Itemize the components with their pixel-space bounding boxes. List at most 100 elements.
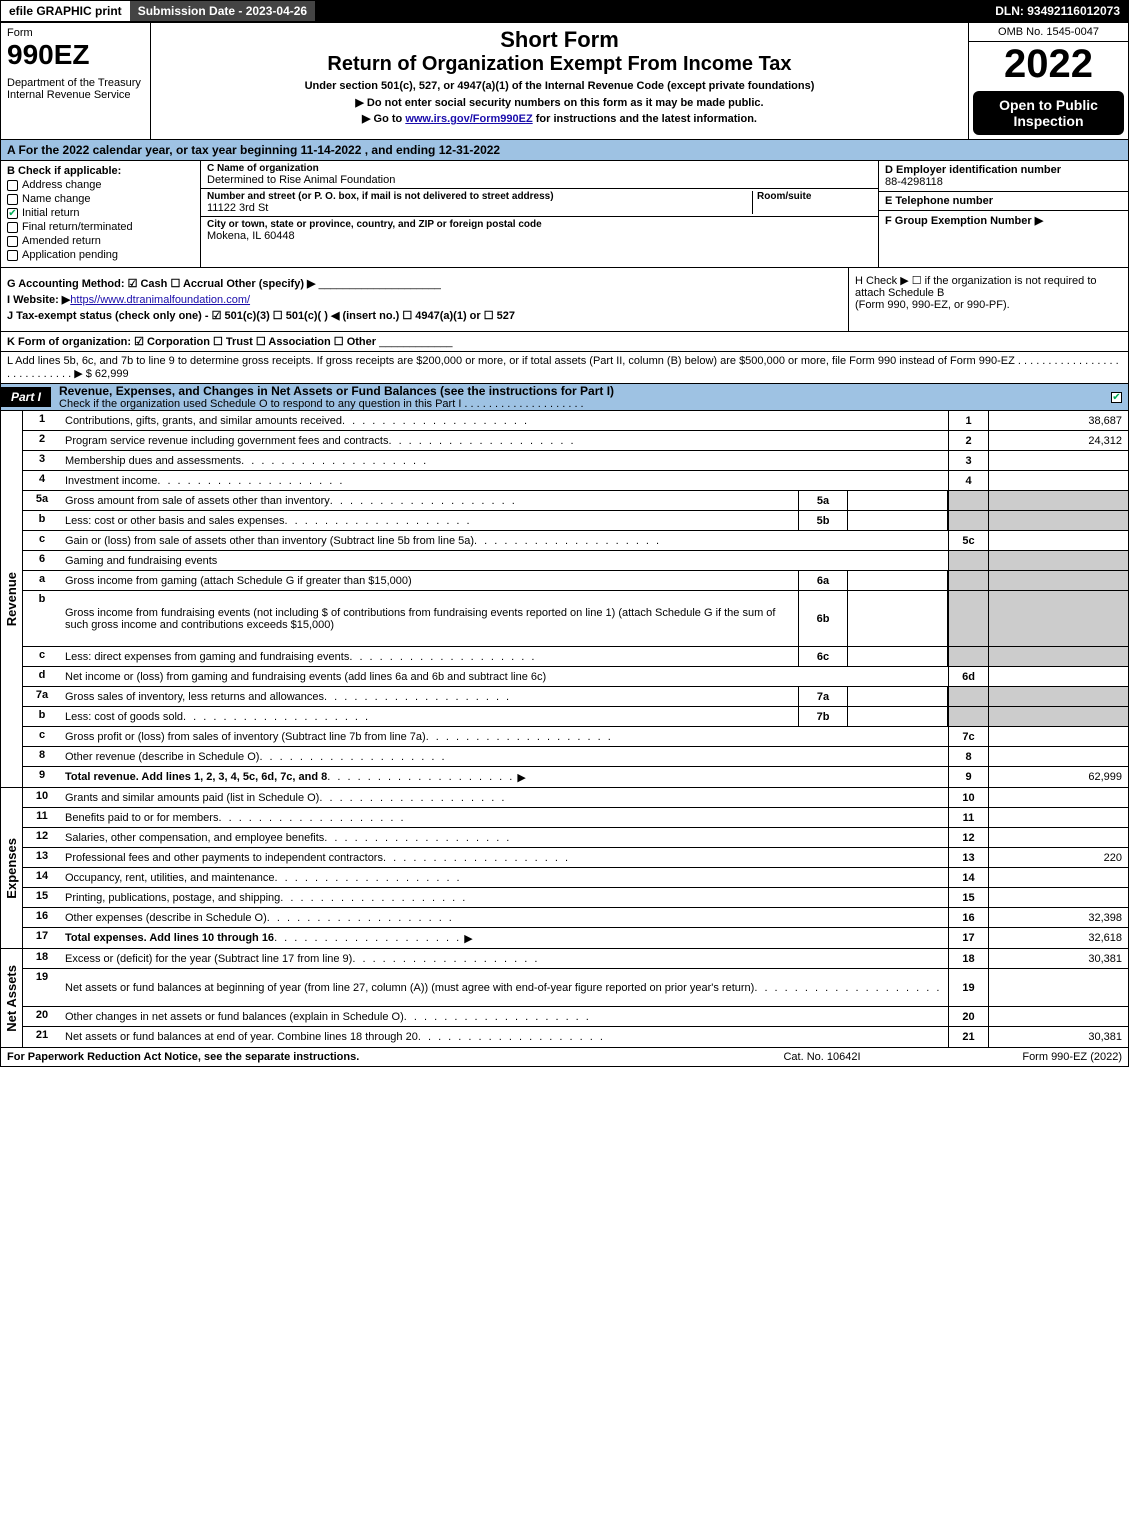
irs-link[interactable]: www.irs.gov/Form990EZ: [405, 113, 532, 125]
line-desc: Printing, publications, postage, and shi…: [61, 888, 948, 907]
part-1-header: Part I Revenue, Expenses, and Changes in…: [0, 384, 1129, 411]
line-19: 19 Net assets or fund balances at beginn…: [23, 969, 1128, 1007]
line-2: 2 Program service revenue including gove…: [23, 431, 1128, 451]
line-rval: 24,312: [988, 431, 1128, 450]
line-desc: Gross amount from sale of assets other t…: [61, 491, 798, 510]
part-1-label: Part I: [1, 387, 51, 407]
line-num: c: [23, 531, 61, 550]
line-num: 16: [23, 908, 61, 927]
revenue-vert-label: Revenue: [1, 411, 23, 787]
line-num: 5a: [23, 491, 61, 510]
department-label: Department of the Treasury Internal Reve…: [7, 77, 144, 101]
line-rval: [988, 969, 1128, 1006]
line-desc: Professional fees and other payments to …: [61, 848, 948, 867]
ghij-left: G Accounting Method: ☑ Cash ☐ Accrual Ot…: [1, 268, 848, 331]
line-desc: Membership dues and assessments: [61, 451, 948, 470]
line-desc: Occupancy, rent, utilities, and maintena…: [61, 868, 948, 887]
footer-left: For Paperwork Reduction Act Notice, see …: [7, 1051, 722, 1063]
website-link[interactable]: https//www.dtranimalfoundation.com/: [70, 294, 250, 306]
line-5a: 5a Gross amount from sale of assets othe…: [23, 491, 1128, 511]
address-cell: Number and street (or P. O. box, if mail…: [201, 189, 878, 217]
line-rval: [988, 868, 1128, 887]
line-desc: Gross income from fundraising events (no…: [61, 591, 798, 646]
line-rnum: 17: [948, 928, 988, 948]
header-left: Form 990EZ Department of the Treasury In…: [1, 23, 151, 139]
line-desc: Program service revenue including govern…: [61, 431, 948, 450]
line-num: b: [23, 511, 61, 530]
line-rval: [988, 471, 1128, 490]
cb-final-return[interactable]: Final return/terminated: [7, 221, 194, 233]
line-desc: Gross income from gaming (attach Schedul…: [61, 571, 798, 590]
line-rnum-shaded: [948, 491, 988, 510]
sub-val: [848, 571, 948, 590]
line-num: 14: [23, 868, 61, 887]
line-rval: [988, 727, 1128, 746]
line-rval-shaded: [988, 511, 1128, 530]
cb-address-change[interactable]: Address change: [7, 179, 194, 191]
part-1-sub: Check if the organization used Schedule …: [59, 398, 1111, 410]
org-name-cell: C Name of organization Determined to Ris…: [201, 161, 878, 189]
sub-val: [848, 647, 948, 666]
line-rval-shaded: [988, 491, 1128, 510]
line-num: 18: [23, 949, 61, 968]
cb-initial-return[interactable]: Initial return: [7, 207, 194, 219]
line-desc: Net assets or fund balances at beginning…: [61, 969, 948, 1006]
line-num: 1: [23, 411, 61, 430]
line-6a: a Gross income from gaming (attach Sched…: [23, 571, 1128, 591]
line-num: a: [23, 571, 61, 590]
line-rval: [988, 1007, 1128, 1026]
line-rnum: 12: [948, 828, 988, 847]
line-6b: b Gross income from fundraising events (…: [23, 591, 1128, 647]
line-rval-shaded: [988, 591, 1128, 646]
line-desc: Other changes in net assets or fund bala…: [61, 1007, 948, 1026]
sub-label: 5b: [798, 511, 848, 530]
section-b-heading: B Check if applicable:: [7, 165, 194, 177]
cb-amended-return[interactable]: Amended return: [7, 235, 194, 247]
room-label: Room/suite: [757, 191, 872, 202]
line-rval: [988, 747, 1128, 766]
org-name-label: C Name of organization: [207, 163, 872, 174]
line-num: 6: [23, 551, 61, 570]
addr-label: Number and street (or P. O. box, if mail…: [207, 191, 752, 202]
schedule-o-checkbox[interactable]: [1111, 392, 1122, 403]
line-rnum: 2: [948, 431, 988, 450]
instruct-pre: ▶ Go to: [362, 113, 405, 125]
cb-name-change[interactable]: Name change: [7, 193, 194, 205]
open-to-public: Open to Public Inspection: [973, 91, 1124, 135]
line-num: 3: [23, 451, 61, 470]
net-assets-vert-label: Net Assets: [1, 949, 23, 1047]
line-desc: Less: direct expenses from gaming and fu…: [61, 647, 798, 666]
line-num: 7a: [23, 687, 61, 706]
line-7a: 7a Gross sales of inventory, less return…: [23, 687, 1128, 707]
line-20: 20 Other changes in net assets or fund b…: [23, 1007, 1128, 1027]
line-21: 21 Net assets or fund balances at end of…: [23, 1027, 1128, 1047]
ein-cell: D Employer identification number 88-4298…: [879, 161, 1128, 192]
top-bar: efile GRAPHIC print Submission Date - 20…: [0, 0, 1129, 22]
part-1-sub-text: Check if the organization used Schedule …: [59, 398, 584, 410]
cb-label: Address change: [22, 179, 102, 191]
line-12: 12 Salaries, other compensation, and emp…: [23, 828, 1128, 848]
street-address: 11122 3rd St: [207, 202, 752, 214]
cb-label: Application pending: [22, 249, 118, 261]
line-rval: [988, 888, 1128, 907]
line-rnum: 18: [948, 949, 988, 968]
sub-label: 7b: [798, 707, 848, 726]
line-num: 8: [23, 747, 61, 766]
net-assets-lines: 18 Excess or (deficit) for the year (Sub…: [23, 949, 1128, 1047]
line-rnum-shaded: [948, 551, 988, 570]
instruction-ssn: ▶ Do not enter social security numbers o…: [157, 96, 962, 109]
efile-label[interactable]: efile GRAPHIC print: [1, 1, 130, 21]
section-h-text1: H Check ▶ ☐ if the organization is not r…: [855, 274, 1122, 299]
ein-value: 88-4298118: [885, 176, 1122, 188]
form-header: Form 990EZ Department of the Treasury In…: [0, 22, 1129, 140]
section-k: K Form of organization: ☑ Corporation ☐ …: [0, 332, 1129, 352]
line-num: c: [23, 647, 61, 666]
spacer: [315, 1, 987, 21]
line-11: 11 Benefits paid to or for members 11: [23, 808, 1128, 828]
line-rnum: 7c: [948, 727, 988, 746]
line-rnum-shaded: [948, 571, 988, 590]
line-desc: Contributions, gifts, grants, and simila…: [61, 411, 948, 430]
cb-application-pending[interactable]: Application pending: [7, 249, 194, 261]
expenses-vert-label: Expenses: [1, 788, 23, 948]
sub-label: 5a: [798, 491, 848, 510]
